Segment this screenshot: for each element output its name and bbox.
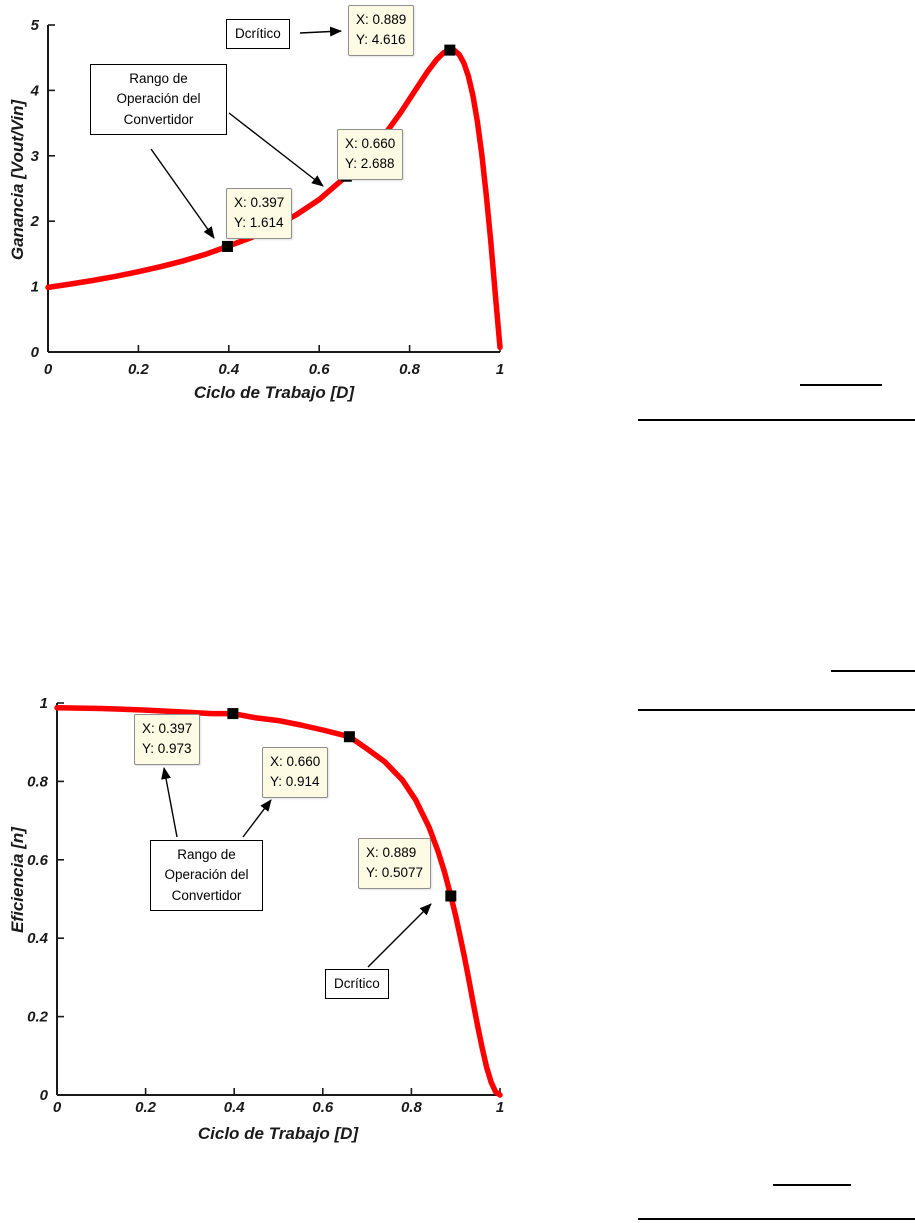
callout-dcritico-gain: Dcrítico <box>226 19 290 50</box>
datatip-efficiency-critical-point: X: 0.889 Y: 0.5077 <box>358 838 432 889</box>
svg-text:1: 1 <box>40 695 48 712</box>
datatip-x-value: X: 0.889 <box>356 12 407 27</box>
datatip-efficiency-operating-point-1: X: 0.397 Y: 0.973 <box>134 714 201 765</box>
callout-dcritico-efficiency: Dcrítico <box>325 969 389 1000</box>
svg-text:0.8: 0.8 <box>27 773 49 790</box>
svg-text:4: 4 <box>30 82 40 99</box>
efficiency-chart-plot: 0 0.2 0.4 0.6 0.8 1 0 0.2 0.4 0.6 0.8 1 <box>27 695 504 1116</box>
datatip-y-value: Y: 0.973 <box>142 741 192 757</box>
datatip-x-value: X: 0.397 <box>142 721 193 736</box>
equation-fraction-bar-1 <box>800 384 882 386</box>
datatip-y-value: Y: 4.616 <box>356 32 406 48</box>
svg-text:2: 2 <box>30 213 40 230</box>
datatip-x-value: X: 0.397 <box>234 195 285 210</box>
callout-operating-range-efficiency: Rango de Operación del Convertidor <box>150 840 263 911</box>
equation-fraction-bar-2 <box>831 670 915 672</box>
datatip-x-value: X: 0.660 <box>270 754 321 769</box>
svg-text:1: 1 <box>496 1099 504 1116</box>
efficiency-y-axis-label: Eficiencia [n] <box>8 827 27 933</box>
svg-text:0.4: 0.4 <box>27 930 49 947</box>
svg-text:0.4: 0.4 <box>218 361 240 378</box>
svg-text:5: 5 <box>31 17 40 34</box>
svg-text:0.2: 0.2 <box>27 1009 49 1026</box>
annotation-arrows <box>150 26 432 968</box>
svg-text:0.6: 0.6 <box>27 852 49 869</box>
svg-text:0: 0 <box>40 1087 49 1104</box>
gain-chart-plot: 0 0.2 0.4 0.6 0.8 1 0 1 2 3 4 5 <box>30 17 505 378</box>
datatip-y-value: Y: 0.914 <box>270 774 320 790</box>
datatip-y-value: Y: 2.688 <box>345 156 395 172</box>
equation-fraction-bar-3 <box>773 1184 851 1186</box>
equation-rule-1 <box>638 419 915 421</box>
equation-rule-2 <box>638 709 915 711</box>
efficiency-x-axis-label: Ciclo de Trabajo [D] <box>197 1124 359 1143</box>
svg-text:0.6: 0.6 <box>312 1099 334 1116</box>
gain-x-axis-label: Ciclo de Trabajo [D] <box>193 383 355 402</box>
datatip-gain-operating-point-2: X: 0.660 Y: 2.688 <box>337 129 404 180</box>
datatip-x-value: X: 0.889 <box>366 845 417 860</box>
datatip-y-value: Y: 0.5077 <box>366 865 424 881</box>
svg-text:0: 0 <box>53 1099 62 1116</box>
svg-text:0.6: 0.6 <box>309 361 331 378</box>
svg-text:0.2: 0.2 <box>135 1099 157 1116</box>
svg-text:0: 0 <box>31 344 40 361</box>
svg-text:0: 0 <box>44 361 53 378</box>
datatip-efficiency-operating-point-2: X: 0.660 Y: 0.914 <box>262 747 329 798</box>
gain-y-axis-label: Ganancia [Vout/Vin] <box>8 99 27 261</box>
svg-text:0.8: 0.8 <box>401 1099 423 1116</box>
datatip-gain-operating-point-1: X: 0.397 Y: 1.614 <box>226 188 293 239</box>
svg-text:0.8: 0.8 <box>399 361 421 378</box>
svg-text:1: 1 <box>31 279 39 296</box>
svg-text:1: 1 <box>496 361 504 378</box>
callout-operating-range-gain: Rango de Operación del Convertidor <box>90 64 227 135</box>
svg-text:0.2: 0.2 <box>128 361 150 378</box>
svg-text:3: 3 <box>31 148 40 165</box>
svg-text:0.4: 0.4 <box>224 1099 246 1116</box>
datatip-x-value: X: 0.660 <box>345 136 396 151</box>
datatip-gain-critical-point: X: 0.889 Y: 4.616 <box>348 5 415 56</box>
datatip-y-value: Y: 1.614 <box>234 215 284 231</box>
equation-rule-3 <box>638 1218 915 1220</box>
